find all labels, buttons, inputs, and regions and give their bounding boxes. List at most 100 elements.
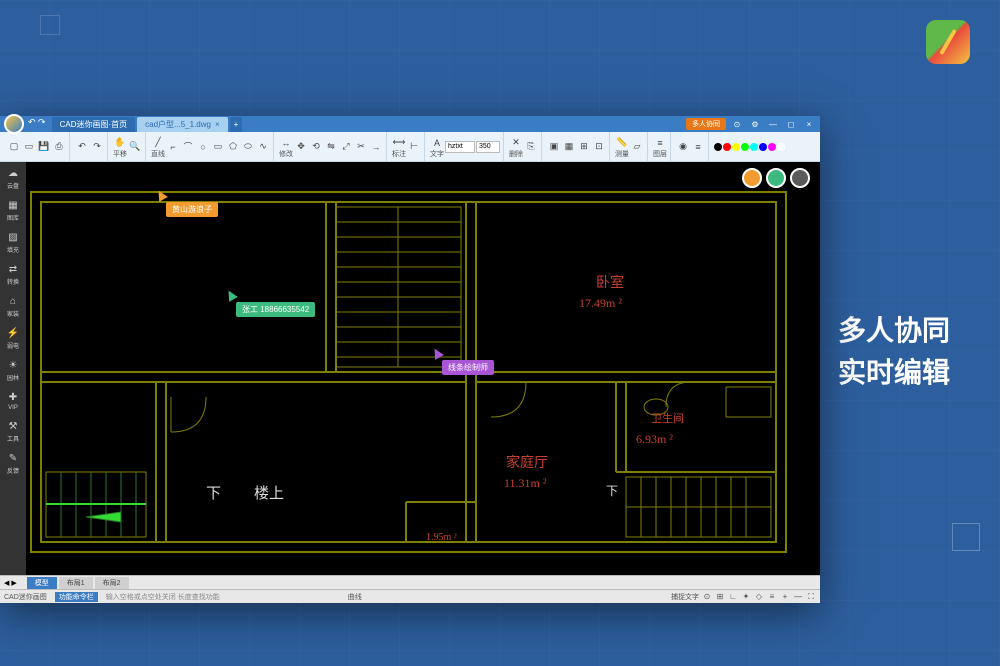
sidebar-label: 图库 [7, 213, 19, 222]
color-swatch[interactable] [759, 143, 767, 151]
color-swatch[interactable] [714, 143, 722, 151]
color-swatch[interactable] [732, 143, 740, 151]
settings-icon[interactable]: ⚙ [748, 118, 762, 130]
collab-avatar[interactable] [766, 168, 786, 188]
sidebar-item[interactable]: ▨填充 [6, 230, 20, 254]
polygon-icon[interactable]: ⬠ [226, 140, 240, 154]
help-icon[interactable]: ⊙ [730, 118, 744, 130]
extend-icon[interactable]: → [369, 140, 383, 154]
sidebar-item[interactable]: ⚒工具 [6, 419, 20, 443]
collab-avatar[interactable] [742, 168, 762, 188]
color-palette[interactable] [714, 143, 785, 151]
rect-icon[interactable]: ▭ [211, 140, 225, 154]
move-icon[interactable]: ✥ [294, 140, 308, 154]
hero-line1: 多人协同 [838, 310, 950, 352]
align-icon[interactable]: ⊞ [577, 140, 591, 154]
color-swatch[interactable] [777, 143, 785, 151]
ellipse-icon[interactable]: ⬭ [241, 140, 255, 154]
arc-icon[interactable]: ⌒ [181, 140, 195, 154]
tab-layout1[interactable]: 布局1 [59, 577, 93, 589]
spline-icon[interactable]: ∿ [256, 140, 270, 154]
copy-icon[interactable]: ⎘ [524, 140, 538, 154]
area-icon[interactable]: ▱ [630, 140, 644, 154]
mirror-icon[interactable]: ⇋ [324, 140, 338, 154]
color-swatch[interactable] [750, 143, 758, 151]
sidebar-item[interactable]: ▦图库 [6, 198, 20, 222]
pan-icon[interactable]: ✋ [113, 136, 127, 150]
undo-icon[interactable]: ↶ [75, 140, 89, 154]
sidebar-label: 园林 [7, 373, 19, 382]
sidebar-item[interactable]: ✚VIP [6, 390, 20, 411]
dim2-icon[interactable]: ⊢ [407, 140, 421, 154]
save-icon[interactable]: 💾 [37, 140, 51, 154]
tab-layout2[interactable]: 布局2 [95, 577, 129, 589]
array-icon[interactable]: ⊡ [592, 140, 606, 154]
color-icon[interactable]: ◉ [676, 140, 690, 154]
rotate-icon[interactable]: ⟲ [309, 140, 323, 154]
delete-icon[interactable]: ✕ [509, 136, 523, 150]
osnap-icon[interactable]: ◇ [754, 592, 764, 602]
add-tab-button[interactable]: + [230, 117, 243, 132]
titlebar: ↶ ↷ CAD迷你画图·首页 cad户型...5_1.dwg × + 多人协同 … [0, 116, 820, 132]
redo-icon[interactable]: ↷ [90, 140, 104, 154]
cmd-hint: 输入空格或点空处关闭 长度查找功能 [106, 592, 220, 602]
statusbar: CAD迷你画图 功能命令栏 输入空格或点空处关闭 长度查找功能 曲线 捕捉文字 … [0, 589, 820, 603]
user-avatar[interactable] [4, 114, 24, 134]
text-icon[interactable]: A [430, 136, 444, 150]
circle-icon[interactable]: ○ [196, 140, 210, 154]
sidebar-item[interactable]: ☀园林 [6, 358, 20, 382]
scale-icon[interactable]: ⤢ [339, 140, 353, 154]
sidebar-item[interactable]: ⚡弱电 [6, 326, 20, 350]
plus-icon[interactable]: + [780, 592, 790, 602]
line-icon[interactable]: ╱ [151, 136, 165, 150]
up-label: 楼上 [254, 482, 284, 503]
layer-icon[interactable]: ≡ [653, 136, 667, 150]
ortho-icon[interactable]: ∟ [728, 592, 738, 602]
sidebar-item[interactable]: ⌂家装 [6, 294, 20, 318]
sidebar-item[interactable]: ✎反馈 [6, 451, 20, 475]
measure-icon[interactable]: 📏 [615, 136, 629, 150]
font-name-select[interactable] [445, 141, 475, 153]
modify-icon[interactable]: ↔ [279, 136, 293, 150]
sidebar-label: 弱电 [7, 341, 19, 350]
hatch-icon[interactable]: ▦ [562, 140, 576, 154]
block-icon[interactable]: ▣ [547, 140, 561, 154]
close-icon[interactable]: × [802, 118, 816, 130]
tab-home[interactable]: CAD迷你画图·首页 [52, 117, 136, 132]
full-icon[interactable]: ⛶ [806, 592, 816, 602]
small-area: 1.95m ² [426, 532, 457, 543]
grid-icon[interactable]: ⊞ [715, 592, 725, 602]
zoom-icon[interactable]: 🔍 [128, 140, 142, 154]
polyline-icon[interactable]: ⌐ [166, 140, 180, 154]
open-icon[interactable]: ▭ [22, 140, 36, 154]
cmd-label: 功能命令栏 [55, 592, 98, 602]
close-tab-icon[interactable]: × [215, 120, 220, 129]
toolbar: ▢ ▭ 💾 ⎙ ↶ ↷ ✋平移 🔍 ╱直线 ⌐ ⌒ ○ ▭ ⬠ ⬭ ∿ ↔修改 … [0, 132, 820, 162]
color-swatch[interactable] [768, 143, 776, 151]
lineweight-icon[interactable]: ≡ [691, 140, 705, 154]
snap-icon[interactable]: ⊙ [702, 592, 712, 602]
collab-button[interactable]: 多人协同 [686, 118, 726, 130]
tab-model[interactable]: 模型 [27, 577, 57, 589]
sidebar-item[interactable]: ☁云盘 [6, 166, 20, 190]
color-swatch[interactable] [741, 143, 749, 151]
trim-icon[interactable]: ✂ [354, 140, 368, 154]
tab-file[interactable]: cad户型...5_1.dwg × [137, 117, 227, 132]
color-swatch[interactable] [723, 143, 731, 151]
minimize-icon[interactable]: — [766, 118, 780, 130]
sidebar-item[interactable]: ⇄转换 [6, 262, 20, 286]
lwt-icon[interactable]: ≡ [767, 592, 777, 602]
font-size-select[interactable] [476, 141, 500, 153]
drawing-canvas[interactable]: 卧室 17.49m ² 家庭厅 11.31m ² 卫生间 6.93m ² 1.9… [26, 162, 820, 575]
new-icon[interactable]: ▢ [7, 140, 21, 154]
collab-avatars [742, 168, 810, 188]
maximize-icon[interactable]: ◻ [784, 118, 798, 130]
dim-icon[interactable]: ⟷ [392, 136, 406, 150]
down-label-2: 下 [606, 482, 618, 499]
minus-icon[interactable]: — [793, 592, 803, 602]
sidebar-icon: ▨ [6, 230, 20, 244]
sidebar-icon: ⌂ [6, 294, 20, 308]
polar-icon[interactable]: ✦ [741, 592, 751, 602]
print-icon[interactable]: ⎙ [52, 140, 66, 154]
collab-avatar[interactable] [790, 168, 810, 188]
